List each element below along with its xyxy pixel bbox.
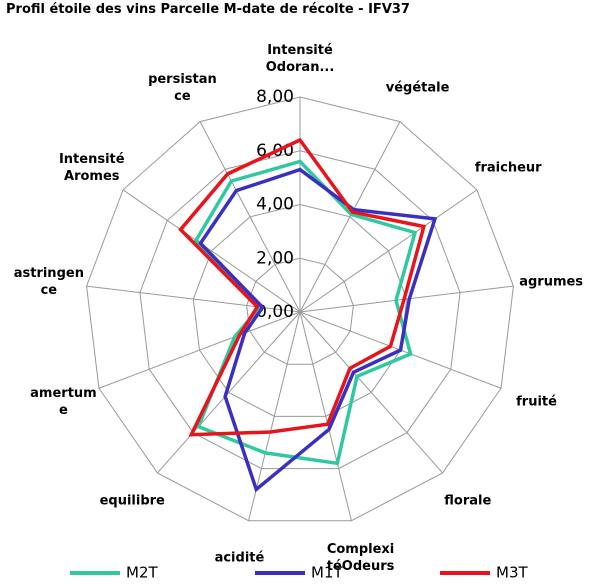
axis-label: astringence <box>13 265 84 298</box>
axis-label: acidité <box>214 550 265 566</box>
spoke <box>299 311 352 521</box>
legend-label: M1T <box>311 564 343 582</box>
axis-label: Intensité Aromes <box>58 152 125 185</box>
axis-label: florale <box>444 493 492 509</box>
legend-label: M3T <box>496 564 528 582</box>
axis-label: amertume <box>30 385 97 418</box>
tick-label: 8,00 <box>256 87 294 107</box>
series-line <box>193 159 418 466</box>
spoke <box>122 189 301 313</box>
spoke <box>299 121 401 313</box>
axis-label: Intensité Odoran... <box>265 43 335 75</box>
legend-label: M2T <box>126 564 158 582</box>
axis-label: equilibre <box>99 493 165 509</box>
axis-label: agrumes <box>519 274 584 289</box>
tick-label: 4,00 <box>256 195 294 215</box>
grid-ring <box>246 257 354 365</box>
spoke <box>98 311 301 389</box>
tick-label: 0,00 <box>256 302 294 322</box>
grid-ring <box>139 150 461 470</box>
axis-label: fraicheur <box>474 160 542 176</box>
axis-label: végétale <box>385 80 450 96</box>
axis-label: fruité <box>516 394 557 410</box>
tick-label: 2,00 <box>256 248 294 268</box>
spoke <box>299 311 443 474</box>
spoke <box>157 311 301 474</box>
series-line <box>178 137 427 437</box>
series-line <box>198 167 438 493</box>
spoke <box>248 311 301 521</box>
spoke <box>299 285 514 313</box>
axis-label: ComplexitéOdeurs <box>326 541 395 574</box>
spoke <box>199 121 301 313</box>
chart-title: Profil étoile des vins Parcelle M-date d… <box>6 2 410 17</box>
axis-label: persistance <box>148 71 217 104</box>
spoke <box>299 189 478 313</box>
grid-ring <box>86 96 514 522</box>
